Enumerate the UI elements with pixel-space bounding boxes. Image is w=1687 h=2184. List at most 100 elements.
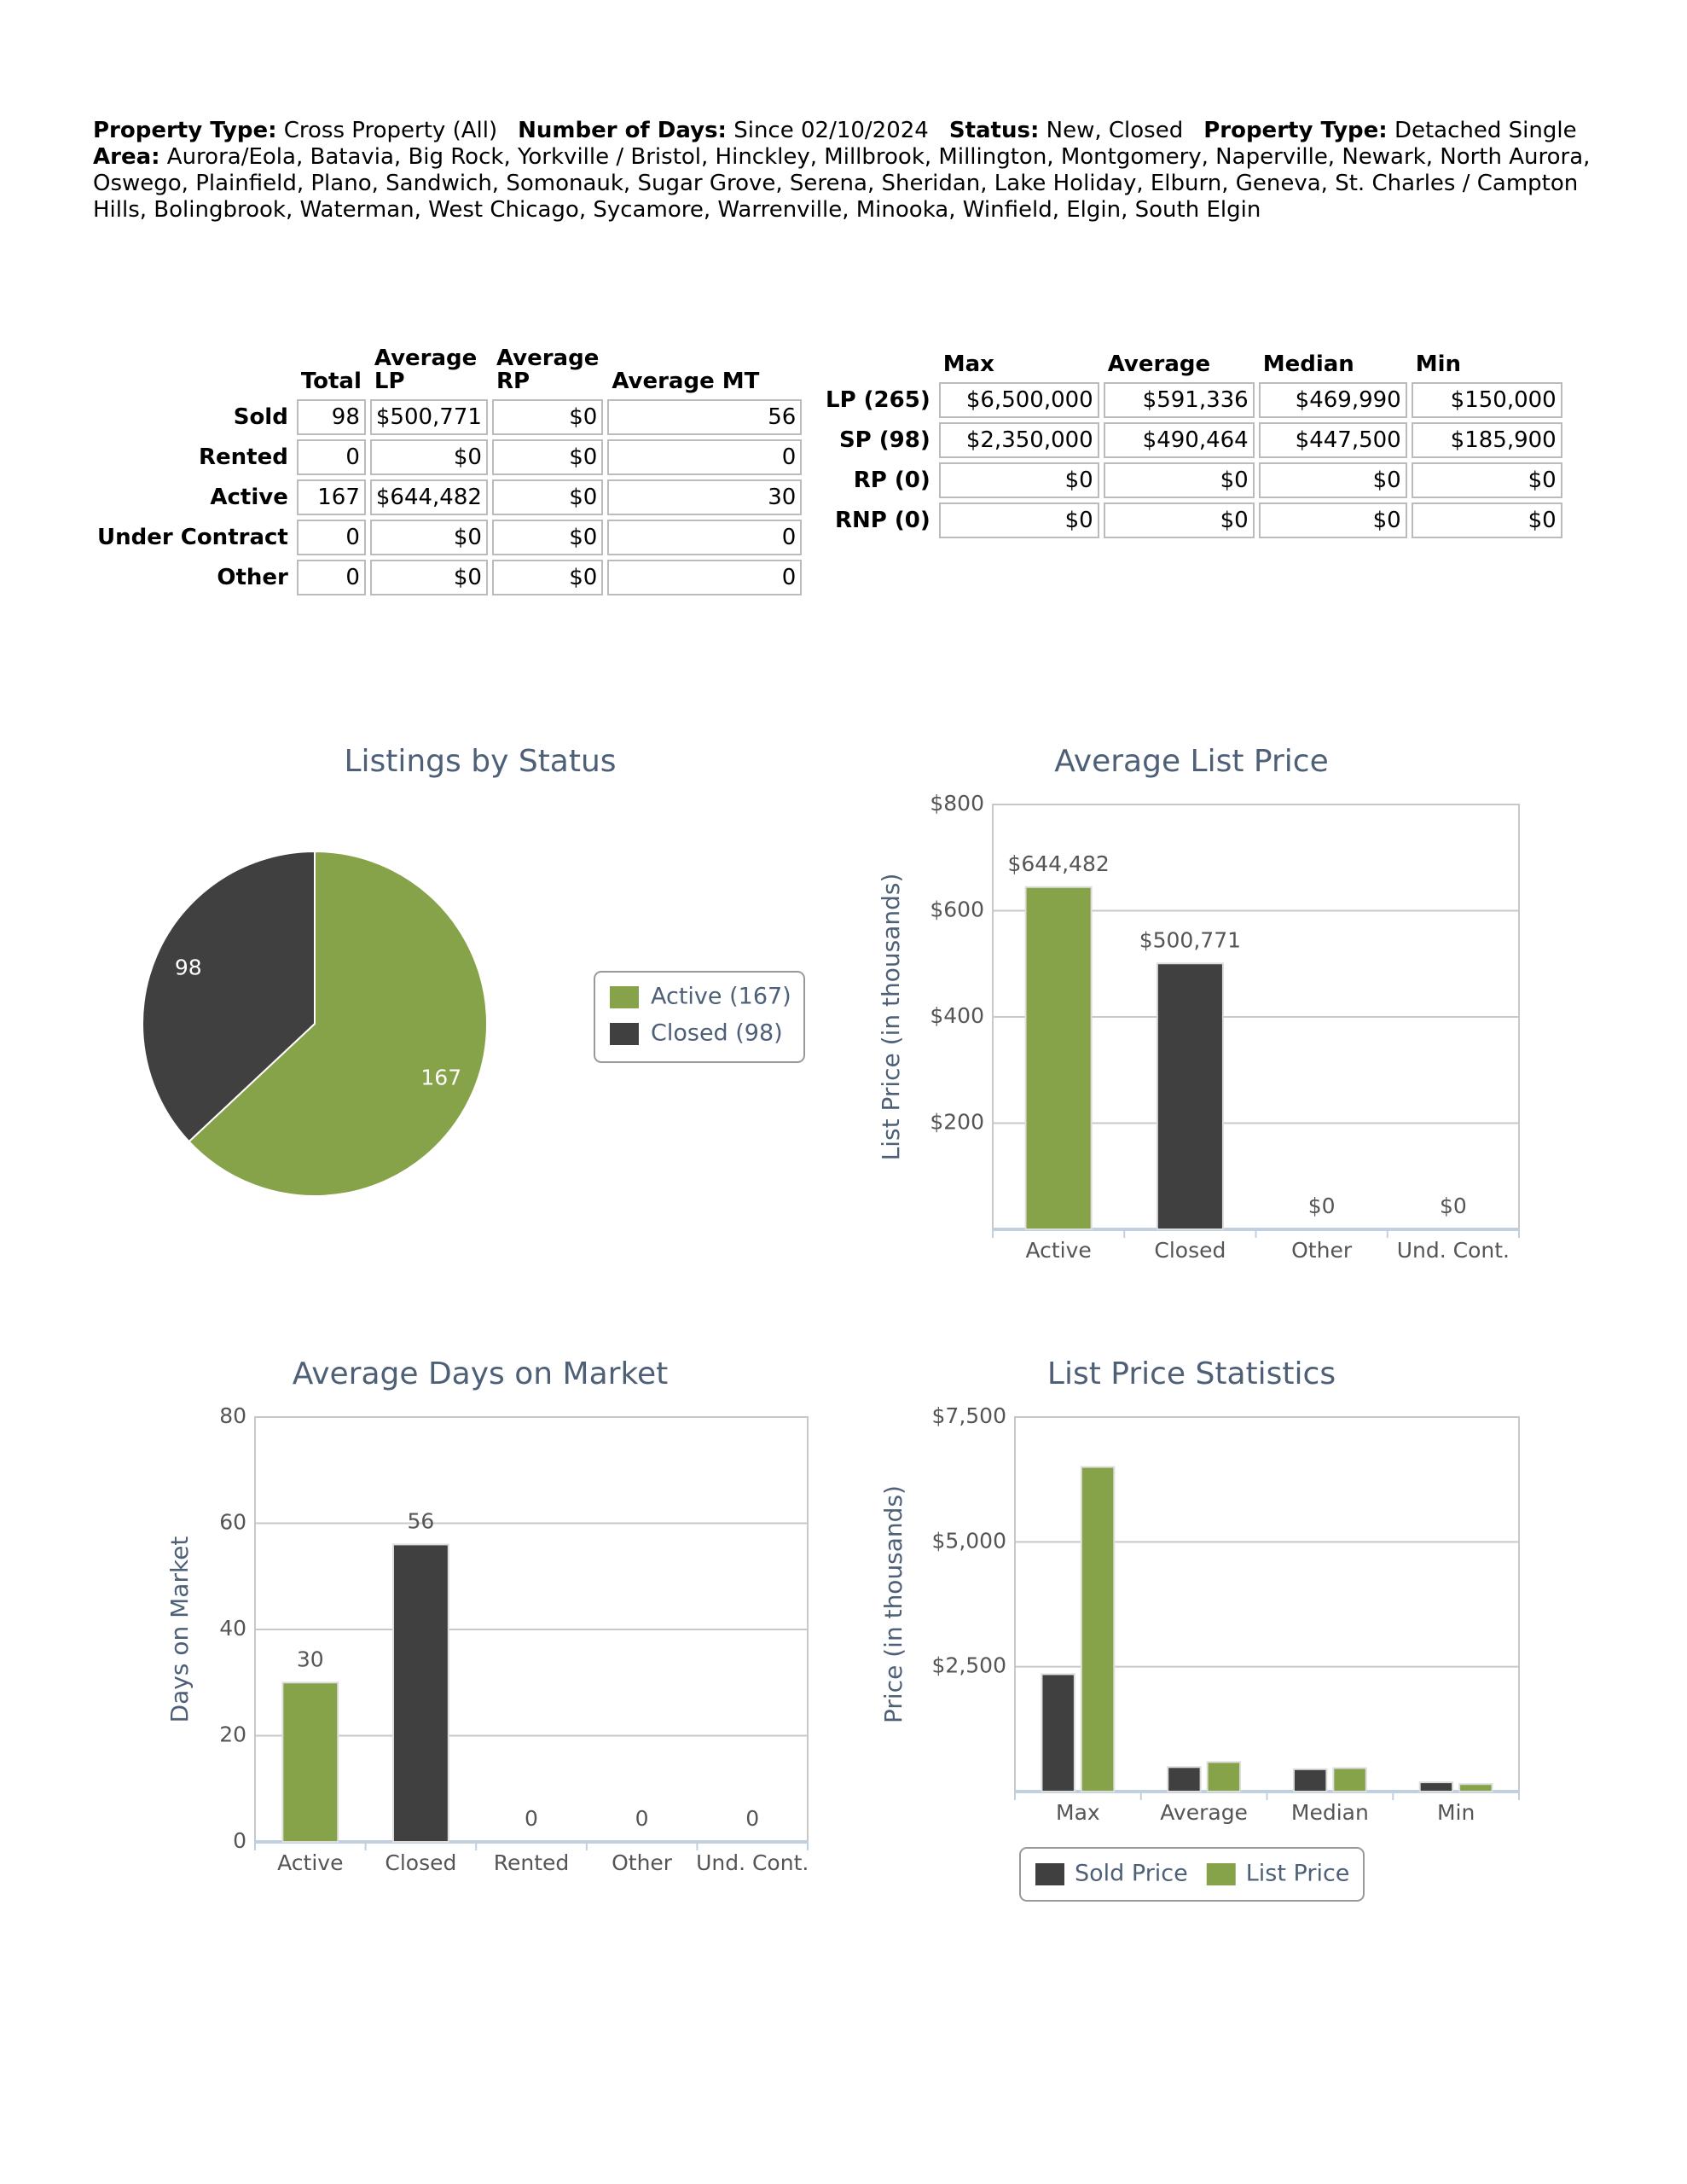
- bar: [1080, 1466, 1116, 1792]
- cell: 30: [607, 479, 803, 515]
- cell: 167: [296, 479, 366, 515]
- x-tick-label: Other: [1291, 1238, 1353, 1263]
- cell: $447,500: [1258, 422, 1407, 458]
- cell: $500,771: [369, 399, 488, 435]
- column-header: Average: [1107, 351, 1211, 377]
- cell: $0: [491, 399, 604, 435]
- criterion-value: New, Closed: [1046, 118, 1184, 143]
- criterion: Number of Days: Since 02/10/2024: [518, 118, 929, 143]
- legend-swatch: [1206, 1863, 1236, 1885]
- criteria: Property Type: Cross Property (All) Numbe…: [93, 118, 1611, 224]
- bar: [1458, 1783, 1493, 1792]
- cell: $0: [1258, 462, 1407, 498]
- row-label: Rented: [199, 444, 288, 470]
- y-tick-label: 80: [219, 1403, 246, 1428]
- cell: $0: [491, 479, 604, 515]
- cell: $591,336: [1103, 382, 1255, 418]
- value-label: $0: [1308, 1194, 1336, 1218]
- y-tick-label: $800: [930, 791, 984, 816]
- criterion-value: Cross Property (All): [283, 118, 498, 143]
- bar: [1332, 1767, 1367, 1793]
- row: Sold 98 $500,771 $0 56: [93, 399, 803, 435]
- x-tick-label: Max: [1056, 1800, 1100, 1825]
- cell: 0: [296, 560, 366, 595]
- x-tick-label: Rented: [494, 1850, 570, 1875]
- bar: [1024, 886, 1093, 1230]
- cell: 0: [607, 560, 803, 595]
- legend-swatch: [610, 1023, 639, 1045]
- row: SP (98) $2,350,000 $490,464 $447,500 $185,90…: [821, 422, 1562, 458]
- x-tick-label: Closed: [385, 1850, 456, 1875]
- legend-label: Closed (98): [651, 1020, 783, 1047]
- cell: $0: [938, 502, 1099, 538]
- bar: [392, 1543, 449, 1844]
- y-tick-label: 60: [219, 1510, 246, 1535]
- legend-swatch: [1035, 1863, 1064, 1885]
- cell: $0: [1411, 502, 1562, 538]
- slice-label: 98: [175, 956, 202, 980]
- cell: 0: [607, 520, 803, 555]
- bar: [1041, 1673, 1075, 1792]
- y-tick-label: $7,500: [932, 1403, 1006, 1428]
- criterion-value: Detached Single: [1394, 118, 1577, 143]
- header-row: Max Average Median Min: [821, 346, 1562, 378]
- bar: [281, 1682, 339, 1843]
- row: Active 167 $644,482 $0 30: [93, 479, 803, 515]
- x-tick-label: Closed: [1154, 1238, 1226, 1263]
- cell: $0: [1411, 462, 1562, 498]
- bar: [1206, 1761, 1242, 1793]
- pie-slice: [142, 850, 316, 1143]
- cell: 98: [296, 399, 366, 435]
- x-tick-label: Min: [1437, 1800, 1475, 1825]
- value-label: 30: [297, 1647, 324, 1671]
- row-label: Under Contract: [97, 525, 288, 550]
- value-label: $0: [1440, 1194, 1467, 1218]
- legend-box: [1019, 1847, 1365, 1902]
- cell: $0: [1103, 462, 1255, 498]
- y-tick-label: $5,000: [932, 1528, 1006, 1553]
- x-tick-label: Und. Cont.: [1397, 1238, 1510, 1263]
- y-tick-label: 0: [233, 1828, 246, 1853]
- criterion: Property Type: Detached Single: [1203, 118, 1576, 143]
- cell: $0: [369, 560, 488, 595]
- row: LP (265) $6,500,000 $591,336 $469,990 $150,0…: [821, 382, 1562, 418]
- criteria-line: Property Type: Cross Property (All) Numbe…: [93, 118, 1611, 144]
- row-label: LP (265): [826, 387, 930, 413]
- y-axis-title: List Price (in thousands): [877, 874, 905, 1161]
- y-axis-title: Days on Market: [165, 1536, 194, 1723]
- x-tick-label: Active: [277, 1850, 343, 1875]
- bar: [1167, 1766, 1202, 1792]
- area-label: Area:: [93, 144, 160, 170]
- y-tick-label: 40: [219, 1616, 246, 1641]
- chart-title: Average Days on Market: [293, 1356, 669, 1391]
- x-tick-label: Active: [1025, 1238, 1091, 1263]
- cell: 0: [296, 520, 366, 555]
- cell: $150,000: [1411, 382, 1562, 418]
- row-label: Sold: [233, 404, 288, 430]
- bar: [1156, 962, 1224, 1230]
- value-label: 56: [407, 1508, 434, 1533]
- row: Other 0 $0 $0 0: [93, 560, 803, 595]
- criterion: Property Type: Cross Property (All): [93, 118, 497, 143]
- y-tick-label: $200: [930, 1110, 984, 1135]
- y-axis-title: Price (in thousands): [879, 1485, 907, 1723]
- chart-title: Listings by Status: [344, 744, 616, 779]
- row-label: Other: [217, 565, 288, 590]
- cell: $469,990: [1258, 382, 1407, 418]
- x-tick-label: Average: [1160, 1800, 1248, 1825]
- value-label: $500,771: [1139, 927, 1241, 952]
- criterion-label: Number of Days:: [518, 118, 727, 143]
- cell: 0: [296, 439, 366, 475]
- row: RNP (0) $0 $0 $0 $0: [821, 502, 1562, 538]
- chart-title: List Price Statistics: [1047, 1356, 1336, 1391]
- row-label: SP (98): [838, 427, 930, 453]
- price-table: Max Average Median Min LP (265) $6,500,000 $59…: [817, 341, 1567, 543]
- row-label: RNP (0): [834, 508, 930, 533]
- x-tick-label: Other: [612, 1850, 673, 1875]
- cell: $6,500,000: [938, 382, 1099, 418]
- cell: $0: [938, 462, 1099, 498]
- y-tick-label: $600: [930, 897, 984, 922]
- row: Rented 0 $0 $0 0: [93, 439, 803, 475]
